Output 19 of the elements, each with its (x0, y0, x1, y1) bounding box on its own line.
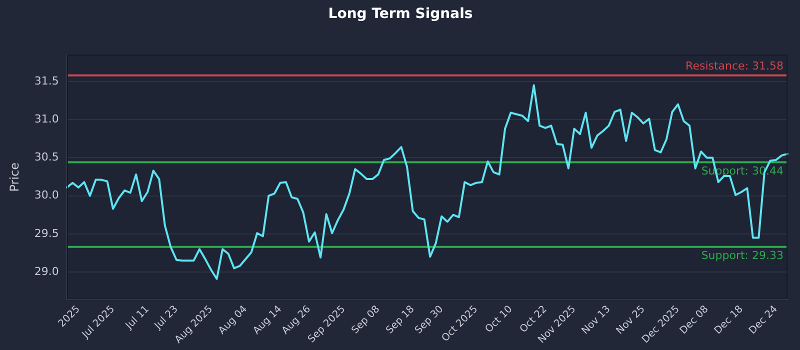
x-tick-label: Dec 24 (747, 304, 780, 337)
x-tick-label: Sep 08 (350, 304, 382, 336)
chart-title: Long Term Signals (328, 6, 473, 22)
y-tick-label: 30.5 (34, 150, 59, 164)
y-tick-label: 31.5 (34, 74, 59, 88)
ref-line-label: Support: 29.33 (701, 249, 784, 262)
x-tick-label: Dec 18 (712, 304, 746, 337)
x-tick-label: Aug 04 (216, 304, 250, 337)
y-tick-label: 30.0 (34, 188, 59, 202)
x-tick-label: Jul 23 (152, 304, 180, 332)
y-tick-label: 29.0 (34, 264, 59, 278)
ref-line-label: Resistance: 31.58 (686, 60, 784, 73)
y-axis-title: Price (7, 162, 22, 192)
y-tick-label: 29.5 (34, 226, 59, 240)
x-tick-label: Dec 08 (678, 304, 711, 337)
x-tick-label: Oct 10 (483, 304, 515, 336)
y-tick-label: 31.0 (34, 112, 59, 126)
x-tick-label: Nov 13 (580, 304, 613, 337)
x-tick-label: Jul 11 (123, 304, 152, 332)
